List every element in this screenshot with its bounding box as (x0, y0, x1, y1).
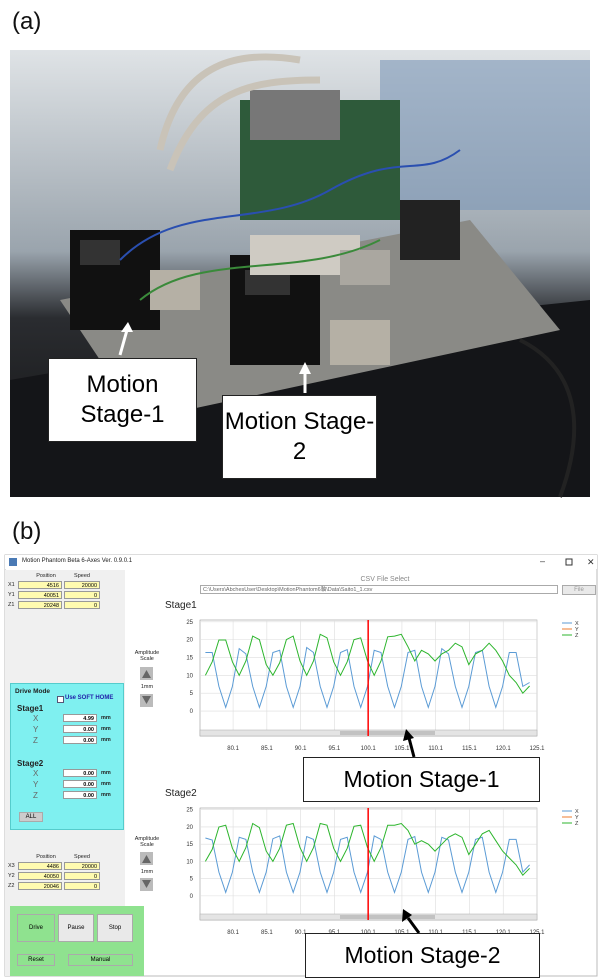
amplitude-label: Amplitude Scale (131, 650, 163, 662)
speed-cell: 20000 (64, 862, 100, 870)
stop-button[interactable]: Stop (97, 914, 133, 942)
table-header: Position (30, 573, 62, 579)
y-tick-label: 25 (186, 620, 193, 626)
csv-label: CSV File Select (300, 576, 470, 583)
position-cell: 4486 (18, 862, 62, 870)
close[interactable]: ✕ (587, 557, 595, 567)
file-button[interactable]: File (562, 585, 596, 595)
speed-cell: 0 (64, 601, 100, 609)
x-tick-label: 95.1 (329, 746, 341, 752)
panel-label: (a) (12, 8, 41, 36)
axis-value: 4.99 (63, 714, 97, 722)
row-label: X1 (8, 581, 15, 589)
axis-value: 0.00 (63, 769, 97, 777)
stage-label: Stage1 (17, 704, 43, 713)
drive-button[interactable]: Drive (17, 914, 55, 942)
speed-cell: 0 (64, 591, 100, 599)
y-tick-label: 25 (186, 808, 193, 814)
position-cell: 20248 (18, 601, 62, 609)
minimize[interactable]: – (540, 556, 545, 566)
amplitude-value: 1mm (131, 869, 163, 875)
unit: mm (101, 736, 111, 744)
x-tick-label: 125.1 (529, 746, 545, 752)
x-tick-label: 120.1 (496, 746, 512, 752)
position-cell: 40050 (18, 872, 62, 880)
checkbox[interactable] (57, 696, 64, 703)
axis-label: X (33, 714, 38, 723)
page: – ✕ Stage1051015202580.185.190.195.1100.… (0, 0, 601, 978)
unit: mm (101, 791, 111, 799)
unit: mm (101, 714, 111, 722)
panel-label: (b) (12, 518, 41, 546)
y-tick-label: 10 (186, 859, 193, 865)
y-tick-label: 20 (186, 638, 193, 644)
x-tick-label: 105.1 (394, 746, 410, 752)
amplitude-value: 1mm (131, 684, 163, 690)
reset-button[interactable]: Reset (17, 954, 55, 966)
scroll-thumb (340, 731, 435, 735)
x-tick-label: 90.1 (295, 746, 307, 752)
csv-path[interactable]: C:\Users\AbchesUser\Desktop\MotionPhanto… (200, 585, 558, 594)
stage-label: Stage2 (17, 759, 43, 768)
x-tick-label: 85.1 (261, 746, 273, 752)
position-cell: 4516 (18, 581, 62, 589)
position-cell: 40051 (18, 591, 62, 599)
axis-label: Z (33, 791, 38, 800)
y-tick-label: 10 (186, 673, 193, 679)
annotation: Motion Stage-2 (305, 933, 540, 978)
chart-title: Stage2 (165, 788, 197, 799)
speed-cell: 0 (64, 882, 100, 890)
row-label: Y1 (8, 591, 15, 599)
drive-mode-title: Drive Mode (15, 688, 50, 695)
callout: Motion Stage-1 (48, 358, 197, 442)
row-label: Y2 (8, 872, 15, 880)
axis-value: 0.00 (63, 736, 97, 744)
pause-button[interactable]: Pause (58, 914, 94, 942)
all-button[interactable]: ALL (19, 812, 43, 822)
y-tick-label: 15 (186, 842, 193, 848)
amplitude-label: Amplitude Scale (131, 836, 163, 848)
callout: Motion Stage-2 (222, 395, 377, 479)
speed-cell: 0 (64, 872, 100, 880)
window-title: Motion Phantom Beta 6-Axes Ver. 0.9.0.1 (22, 558, 132, 564)
row-label: Z1 (8, 601, 14, 609)
unit: mm (101, 725, 111, 733)
y-tick-label: 15 (186, 655, 193, 661)
x-tick-label: 110.1 (428, 746, 443, 752)
unit: mm (101, 769, 111, 777)
axis-value: 0.00 (63, 791, 97, 799)
axis-label: Z (33, 736, 38, 745)
table-header: Speed (66, 854, 98, 860)
position-cell: 20046 (18, 882, 62, 890)
speed-cell: 20000 (64, 581, 100, 589)
drive-mode-panel: Drive Mode Use SOFT HOME Stage1 Stage2 X… (10, 683, 124, 830)
control-panel: Drive Pause Stop Reset Manual (10, 906, 144, 976)
x-tick-label: 80.1 (227, 930, 239, 936)
unit: mm (101, 780, 111, 788)
soft-home-label: Use SOFT HOME (65, 695, 113, 701)
table-header: Position (30, 854, 62, 860)
x-tick-label: 85.1 (261, 930, 273, 936)
x-tick-label: 115.1 (462, 746, 477, 752)
chart-title: Stage1 (165, 600, 197, 611)
scroll-thumb (340, 915, 435, 919)
x-tick-label: 80.1 (227, 746, 239, 752)
axis-label: Y (33, 780, 38, 789)
manual-button[interactable]: Manual (68, 954, 133, 966)
axis-value: 0.00 (63, 725, 97, 733)
table-header: Speed (66, 573, 98, 579)
y-tick-label: 20 (186, 825, 193, 831)
annotation: Motion Stage-1 (303, 757, 540, 802)
axis-value: 0.00 (63, 780, 97, 788)
axis-label: X (33, 769, 38, 778)
row-label: Z2 (8, 882, 14, 890)
row-label: X3 (8, 862, 15, 870)
x-tick-label: 100.1 (361, 746, 377, 752)
figure: – ✕ Stage1051015202580.185.190.195.1100.… (0, 0, 601, 978)
axis-label: Y (33, 725, 38, 734)
